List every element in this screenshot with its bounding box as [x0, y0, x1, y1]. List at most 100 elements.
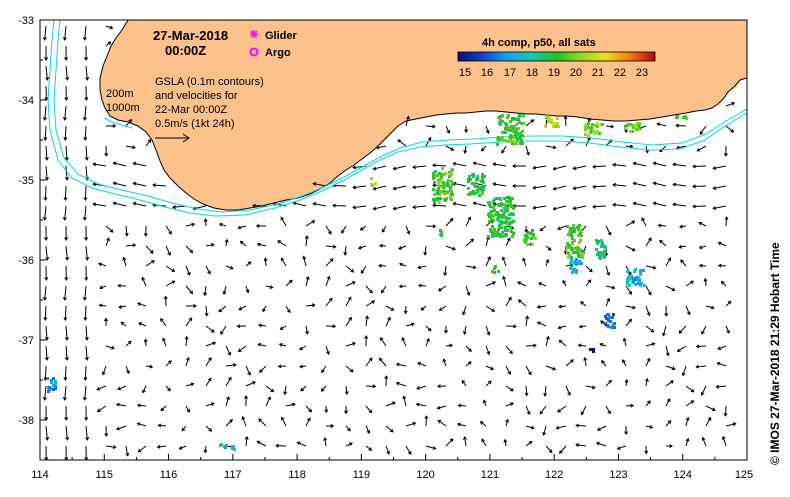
- sst-pixel: [626, 124, 629, 127]
- sst-pixel: [581, 254, 584, 257]
- lon-tick-label: 118: [288, 469, 306, 481]
- sst-pixel: [675, 116, 678, 119]
- sst-pixel: [635, 278, 638, 281]
- sst-pixel: [440, 190, 443, 193]
- sst-pixel: [499, 233, 502, 236]
- sst-pixel: [498, 122, 501, 125]
- sst-pixel: [572, 251, 575, 254]
- sst-pixel: [447, 179, 450, 182]
- sst-pixel: [505, 216, 508, 219]
- sst-pixel: [497, 136, 500, 139]
- sst-pixel: [506, 126, 509, 129]
- sst-pixel: [494, 265, 497, 268]
- lon-tick-label: 125: [735, 469, 753, 481]
- sst-pixel: [498, 224, 501, 227]
- sst-pixel: [639, 269, 642, 272]
- depth-200m-label: 200m: [106, 88, 134, 100]
- sst-pixel: [476, 178, 479, 181]
- sst-pixel: [512, 213, 515, 216]
- sst-pixel: [497, 228, 500, 231]
- sst-pixel: [370, 177, 373, 180]
- sst-pixel: [490, 216, 493, 219]
- sst-pixel: [446, 184, 449, 187]
- sst-pixel: [506, 196, 509, 199]
- sst-pixel: [492, 229, 495, 232]
- sst-pixel: [584, 133, 587, 136]
- sst-pixel: [601, 123, 604, 126]
- sst-pixel: [491, 232, 494, 235]
- sst-pixel: [556, 117, 559, 120]
- sst-pixel: [610, 326, 613, 329]
- lat-tick-label: -38: [18, 415, 34, 427]
- sst-pixel: [514, 133, 517, 136]
- lon-tick-label: 119: [353, 469, 371, 481]
- sst-pixel: [522, 122, 525, 125]
- sst-pixel: [497, 139, 500, 142]
- sst-pixel: [573, 230, 576, 233]
- sst-pixel: [481, 177, 484, 180]
- sst-pixel: [580, 234, 583, 237]
- sst-pixel: [578, 260, 581, 263]
- sst-pixel: [492, 206, 495, 209]
- sst-pixel: [519, 137, 522, 140]
- sst-pixel: [48, 386, 51, 389]
- sst-pixel: [599, 257, 602, 260]
- sst-pixel: [570, 248, 573, 251]
- sst-pixel: [527, 231, 530, 234]
- sst-pixel: [517, 133, 520, 136]
- sst-pixel: [591, 123, 594, 126]
- sst-pixel: [592, 129, 595, 132]
- sst-pixel: [532, 233, 535, 236]
- sst-pixel: [505, 229, 508, 232]
- sst-pixel: [640, 282, 643, 285]
- sst-pixel: [566, 247, 569, 250]
- sst-pixel: [436, 192, 439, 195]
- sst-pixel: [476, 175, 479, 178]
- sst-pixel: [638, 122, 641, 125]
- sst-pixel: [468, 175, 471, 178]
- sst-pixel: [444, 199, 447, 202]
- sst-pixel: [47, 390, 50, 393]
- glider-legend-label: Glider: [265, 30, 298, 42]
- depth-1000m-label: 1000m: [106, 102, 140, 114]
- sst-pixel: [505, 233, 508, 236]
- sst-pixel: [596, 122, 599, 125]
- sst-pixel: [501, 120, 504, 123]
- sst-pixel: [566, 251, 569, 254]
- sst-pixel: [634, 283, 637, 286]
- sst-pixel: [436, 189, 439, 192]
- sst-pixel: [612, 323, 615, 326]
- sst-pixel: [510, 230, 513, 233]
- sst-pixel: [552, 122, 555, 125]
- sst-pixel: [476, 191, 479, 194]
- sst-pixel: [643, 284, 646, 287]
- sst-pixel: [505, 200, 508, 203]
- sst-pixel: [607, 319, 610, 322]
- sst-pixel: [592, 348, 595, 351]
- sst-pixel: [629, 275, 632, 278]
- colorbar-tick-label: 22: [614, 67, 626, 79]
- colorbar-tick-label: 19: [548, 67, 560, 79]
- sst-pixel: [442, 186, 445, 189]
- sst-pixel: [482, 188, 485, 191]
- sst-pixel: [497, 216, 500, 219]
- sst-pixel: [449, 186, 452, 189]
- sst-pixel: [504, 122, 507, 125]
- sst-pixel: [487, 235, 490, 238]
- lat-tick-label: -34: [18, 95, 34, 107]
- sst-pixel: [611, 316, 614, 319]
- sst-pixel: [480, 180, 483, 183]
- sst-pixel: [682, 116, 685, 119]
- sst-pixel: [473, 182, 476, 185]
- sst-pixel: [628, 284, 631, 287]
- sst-pixel: [444, 192, 447, 195]
- lat-tick-label: -37: [18, 335, 34, 347]
- sst-pixel: [595, 239, 598, 242]
- sst-pixel: [374, 182, 377, 185]
- sst-pixel: [568, 254, 571, 257]
- sst-pixel: [442, 181, 445, 184]
- sst-pixel: [503, 221, 506, 224]
- sst-pixel: [515, 142, 518, 145]
- lon-tick-label: 123: [609, 469, 627, 481]
- sst-pixel: [481, 192, 484, 195]
